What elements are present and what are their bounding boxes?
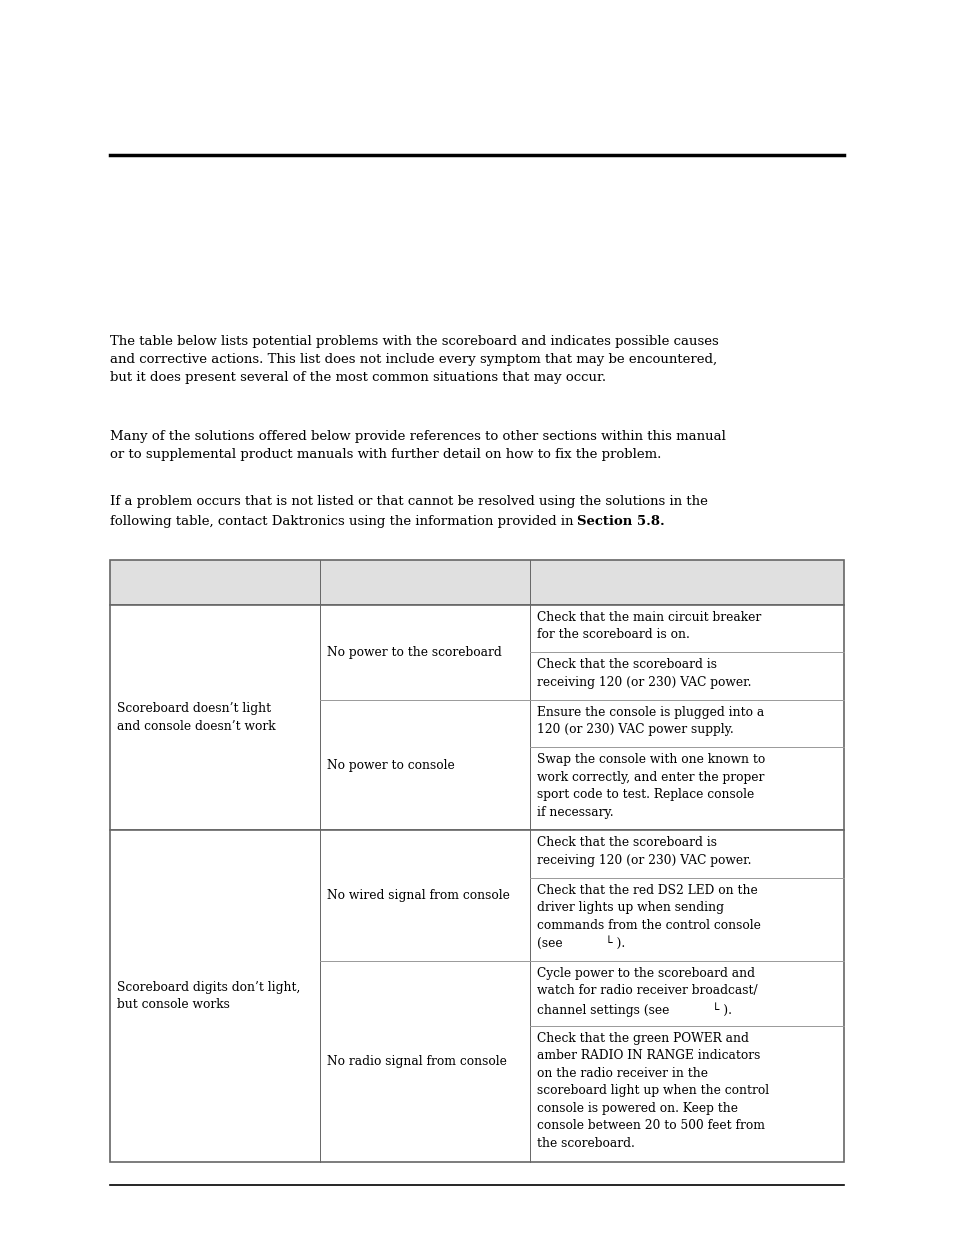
Text: Swap the console with one known to
work correctly, and enter the proper
sport co: Swap the console with one known to work … — [537, 753, 764, 819]
Text: Cycle power to the scoreboard and
watch for radio receiver broadcast/
channel se: Cycle power to the scoreboard and watch … — [537, 967, 757, 1016]
Text: No power to console: No power to console — [327, 758, 455, 772]
Text: Check that the scoreboard is
receiving 120 (or 230) VAC power.: Check that the scoreboard is receiving 1… — [537, 658, 751, 689]
Text: If a problem occurs that is not listed or that cannot be resolved using the solu: If a problem occurs that is not listed o… — [110, 495, 707, 508]
Text: No radio signal from console: No radio signal from console — [327, 1055, 506, 1068]
Text: The table below lists potential problems with the scoreboard and indicates possi: The table below lists potential problems… — [110, 335, 718, 384]
Text: Scoreboard doesn’t light
and console doesn’t work: Scoreboard doesn’t light and console doe… — [117, 703, 275, 732]
Text: Scoreboard digits don’t light,
but console works: Scoreboard digits don’t light, but conso… — [117, 981, 300, 1011]
Text: No wired signal from console: No wired signal from console — [327, 889, 509, 902]
Text: Check that the green POWER and
amber RADIO IN RANGE indicators
on the radio rece: Check that the green POWER and amber RAD… — [537, 1031, 768, 1150]
Text: following table, contact Daktronics using the information provided in: following table, contact Daktronics usin… — [110, 515, 578, 527]
Text: Section 5.8.: Section 5.8. — [577, 515, 664, 527]
Text: Ensure the console is plugged into a
120 (or 230) VAC power supply.: Ensure the console is plugged into a 120… — [537, 706, 763, 736]
Text: Check that the main circuit breaker
for the scoreboard is on.: Check that the main circuit breaker for … — [537, 611, 760, 641]
Bar — [110, 830, 843, 1162]
Bar — [110, 605, 843, 830]
Text: Check that the scoreboard is
receiving 120 (or 230) VAC power.: Check that the scoreboard is receiving 1… — [537, 836, 751, 867]
Bar — [110, 559, 843, 605]
Text: No power to the scoreboard: No power to the scoreboard — [327, 646, 501, 659]
Text: Check that the red DS2 LED on the
driver lights up when sending
commands from th: Check that the red DS2 LED on the driver… — [537, 884, 760, 950]
Text: Many of the solutions offered below provide references to other sections within : Many of the solutions offered below prov… — [110, 430, 725, 461]
